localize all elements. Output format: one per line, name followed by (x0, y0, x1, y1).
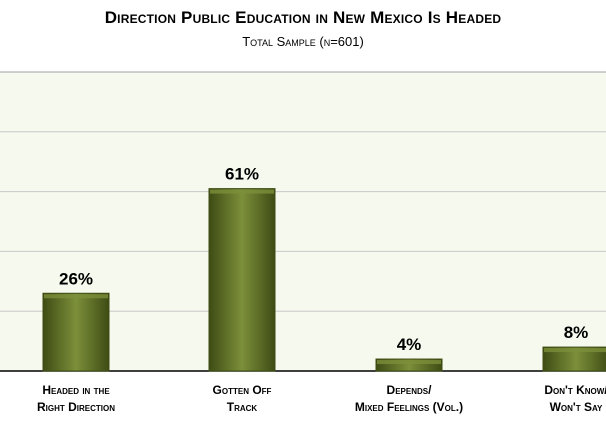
bar (42, 292, 110, 372)
bar (542, 346, 606, 372)
category-label: Track (227, 400, 258, 414)
data-label: 26% (59, 269, 93, 288)
bar (375, 358, 443, 372)
chart-subtitle: Total Sample (n=601) (242, 34, 364, 49)
bar-bevel (210, 189, 274, 194)
category-label: Mixed Feelings (Vol.) (355, 400, 463, 414)
data-label: 4% (397, 335, 422, 354)
data-label: 61% (225, 165, 259, 184)
category-label: Right Direction (37, 400, 115, 414)
bars (42, 188, 606, 372)
data-labels: 26% 61% 4% 8% (59, 165, 588, 354)
bar-bevel (377, 360, 441, 365)
category-label: Won't Say (550, 400, 603, 414)
category-label: Headed in the (42, 383, 110, 397)
bar-bevel (44, 294, 108, 299)
bar (208, 188, 276, 372)
category-label: Don't Know/ (544, 383, 606, 397)
data-label: 8% (564, 323, 589, 342)
category-label: Depends/ (387, 383, 433, 397)
category-labels: Headed in the Right Direction Gotten Off Tr… (37, 383, 606, 414)
category-label: Gotten Off (213, 383, 272, 397)
bar-bevel (544, 348, 606, 353)
chart-title: Direction Public Education in New Mexico… (104, 8, 502, 27)
